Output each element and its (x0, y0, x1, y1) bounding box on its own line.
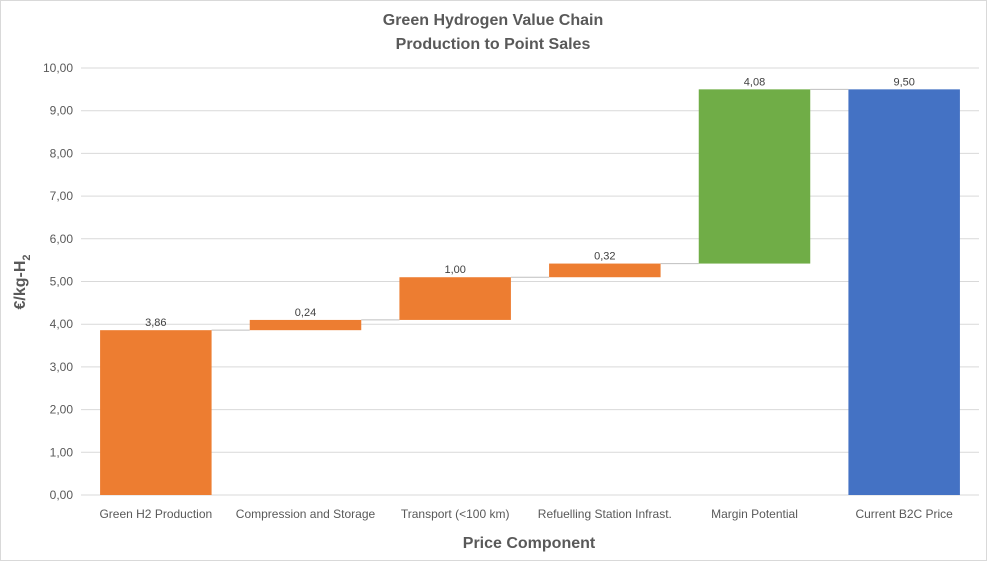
bar-increase (399, 277, 511, 320)
y-tick-label: 6,00 (50, 232, 74, 246)
data-label: 9,50 (893, 76, 914, 88)
y-tick-label: 8,00 (50, 146, 74, 160)
gridlines (81, 67, 979, 496)
y-axis-title: €/kg-H2 (12, 254, 33, 309)
data-label: 4,08 (744, 76, 765, 88)
y-tick-label: 10,00 (43, 61, 73, 75)
x-axis-title: Price Component (463, 535, 596, 552)
bar-margin (698, 89, 811, 264)
bar-increase (549, 263, 661, 278)
data-label: 0,32 (594, 251, 615, 263)
data-label: 3,86 (145, 317, 166, 329)
bar-connectors (211, 88, 849, 331)
bar-increase (100, 330, 212, 495)
y-tick-label: 2,00 (50, 403, 74, 417)
bars (100, 89, 960, 495)
chart-title: Green Hydrogen Value Chain (383, 12, 604, 29)
data-label: 0,24 (295, 307, 316, 319)
x-tick-label: Transport (<100 km) (401, 507, 510, 521)
y-tick-label: 1,00 (50, 445, 74, 459)
y-tick-label: 5,00 (50, 275, 74, 289)
y-axis-title-main: €/kg-H (12, 261, 29, 310)
bar-increase (249, 319, 362, 331)
y-tick-label: 4,00 (50, 317, 74, 331)
data-labels: 3,86 0,24 1,00 0,32 4,08 9,50 (145, 76, 915, 329)
y-tick-labels: 0,00 1,00 2,00 3,00 4,00 5,00 6,00 7,00 8,00 9,00… (43, 61, 73, 502)
x-tick-label: Compression and Storage (236, 507, 376, 521)
x-tick-label: Refuelling Station Infrast. (538, 507, 672, 521)
data-label: 1,00 (444, 264, 465, 276)
y-axis-title-subscript: 2 (21, 254, 33, 260)
y-tick-label: 7,00 (50, 189, 74, 203)
x-tick-label: Margin Potential (711, 507, 798, 521)
bar-total (848, 89, 960, 495)
y-tick-label: 0,00 (50, 488, 74, 502)
chart-subtitle: Production to Point Sales (396, 36, 591, 53)
x-tick-label: Green H2 Production (99, 507, 212, 521)
y-tick-label: 9,00 (50, 104, 74, 118)
y-tick-label: 3,00 (50, 360, 74, 374)
x-tick-labels: Green H2 Production Compression and Stora… (99, 507, 953, 521)
x-tick-label: Current B2C Price (855, 507, 953, 521)
